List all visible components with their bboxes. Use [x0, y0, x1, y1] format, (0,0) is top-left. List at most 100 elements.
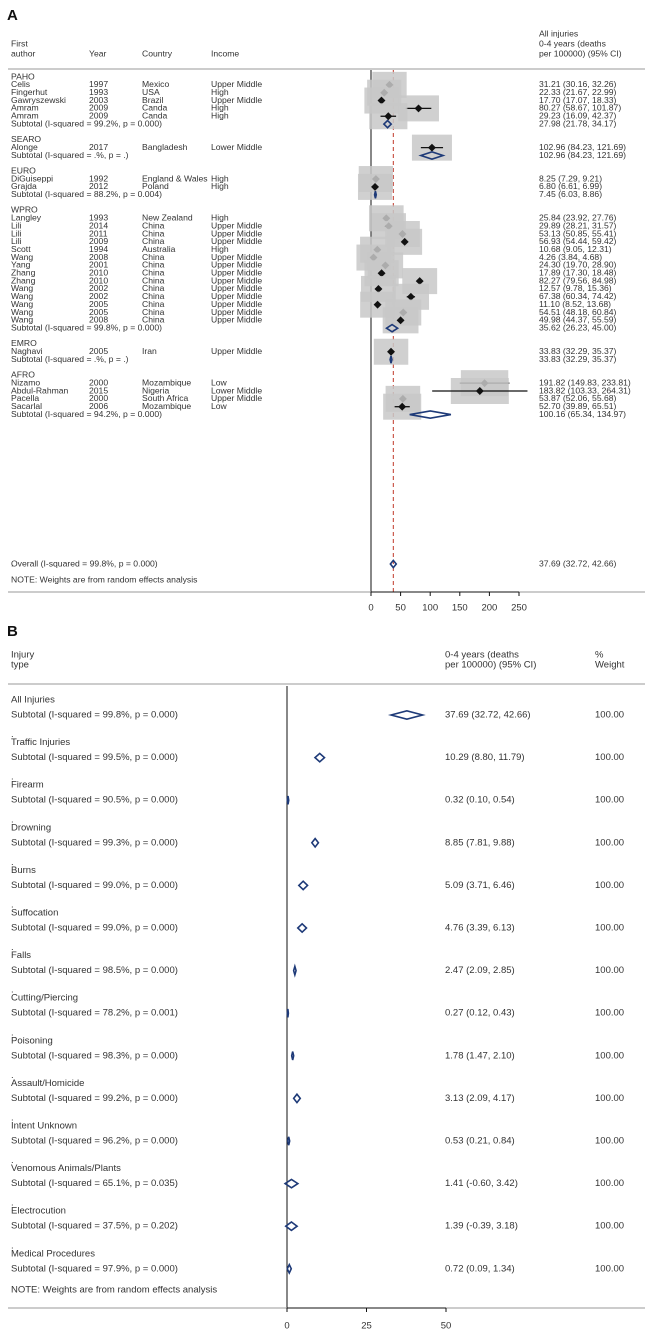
- study-author: Yang: [11, 260, 31, 270]
- subtotal-label: Subtotal (I-squared = 88.2%, p = 0.004): [11, 189, 162, 199]
- injury-type-label: Poisoning: [11, 1035, 53, 1046]
- subtotal-estimate-label: 27.98 (21.78, 34.17): [539, 118, 617, 128]
- study-country: Mexico: [142, 79, 169, 89]
- study-estimate-label: 33.83 (32.29, 35.37): [539, 346, 617, 356]
- study-income: High: [211, 87, 229, 97]
- subtotal-estimate-label: 102.96 (84.23, 121.69): [539, 150, 626, 160]
- subtotal-diamond: [418, 151, 446, 160]
- study-year: 2012: [89, 181, 108, 191]
- study-year: 2009: [89, 111, 108, 121]
- estimate-label: 0.32 (0.10, 0.54): [445, 795, 515, 806]
- study-income: Upper Middle: [211, 315, 262, 325]
- study-year: 1994: [89, 244, 108, 254]
- study-country: China: [142, 299, 165, 309]
- study-estimate-label: 54.51 (48.18, 60.84): [539, 307, 617, 317]
- study-author: Wang: [11, 299, 33, 309]
- point-estimate: [374, 284, 383, 293]
- injury-type-label: Falls: [11, 950, 31, 961]
- study-estimate-label: 8.25 (7.29, 9.21): [539, 173, 602, 183]
- subtotal-diamond: [286, 795, 290, 805]
- study-country: South Africa: [142, 393, 189, 403]
- study-estimate-label: 24.30 (19.70, 28.90): [539, 260, 617, 270]
- subtotal-label: Subtotal (I-squared = 99.2%, p = 0.000): [11, 118, 162, 128]
- subtotal-label: Subtotal (I-squared = 37.5%, p = 0.202): [11, 1221, 178, 1232]
- subtotal-diamond: [292, 1092, 302, 1104]
- spacer-dot: .: [11, 1198, 14, 1209]
- weight-label: 100.00: [595, 1050, 624, 1061]
- study-year: 2017: [89, 142, 108, 152]
- subtotal-diamond: [310, 837, 320, 849]
- estimate-label: 3.13 (2.09, 4.17): [445, 1093, 515, 1104]
- header-author: First: [11, 38, 28, 48]
- study-author: Wang: [11, 291, 33, 301]
- weight-label: 100.00: [595, 1178, 624, 1189]
- injury-type-label: Electrocution: [11, 1206, 66, 1217]
- region-label: PAHO: [11, 71, 35, 81]
- study-country: China: [142, 228, 165, 238]
- study-country: China: [142, 291, 165, 301]
- overall-estimate-label: 37.69 (32.72, 42.66): [539, 558, 617, 568]
- header-estimate: 0-4 years (deaths: [445, 650, 519, 661]
- study-country: China: [142, 283, 165, 293]
- study-author: Grajda: [11, 181, 37, 191]
- x-tick-label: 100: [422, 603, 438, 614]
- study-country: Iran: [142, 346, 157, 356]
- subtotal-diamond: [292, 963, 297, 978]
- study-income: Low: [211, 377, 228, 387]
- study-country: Mozambique: [142, 401, 191, 411]
- x-tick-label: 150: [452, 603, 468, 614]
- injury-type-label: Traffic Injuries: [11, 737, 70, 748]
- study-estimate-label: 80.27 (58.67, 101.87): [539, 103, 621, 113]
- study-estimate-label: 56.93 (54.44, 59.42): [539, 236, 617, 246]
- estimate-label: 0.27 (0.12, 0.43): [445, 1008, 515, 1019]
- study-estimate-label: 29.89 (28.21, 31.57): [539, 220, 617, 230]
- injury-type-label: All Injuries: [11, 695, 55, 706]
- study-country: China: [142, 268, 165, 278]
- point-estimate: [377, 269, 386, 278]
- study-estimate-label: 10.68 (9.05, 12.31): [539, 244, 612, 254]
- study-country: Brazil: [142, 95, 164, 105]
- weight-label: 100.00: [595, 1136, 624, 1147]
- region-label: EURO: [11, 165, 36, 175]
- subtotal-diamond: [313, 752, 326, 763]
- injury-type-label: Cutting/Piercing: [11, 993, 78, 1004]
- spacer-dot: .: [11, 985, 14, 996]
- spacer-dot: .: [11, 857, 14, 868]
- weight-label: 100.00: [595, 710, 624, 721]
- study-estimate-label: 82.27 (79.56, 84.98): [539, 275, 617, 285]
- header-income: Income: [211, 48, 239, 58]
- study-income: Lower Middle: [211, 142, 262, 152]
- study-estimate-label: 22.33 (21.67, 22.99): [539, 87, 617, 97]
- study-income: Upper Middle: [211, 346, 262, 356]
- study-income: Upper Middle: [211, 275, 262, 285]
- spacer-dot: .: [11, 814, 14, 825]
- study-year: 1992: [89, 173, 108, 183]
- spacer-dot: .: [11, 558, 13, 568]
- note-text: NOTE: Weights are from random effects an…: [11, 1284, 217, 1295]
- x-tick-label: 0: [368, 603, 373, 614]
- study-income: High: [211, 213, 229, 223]
- point-estimate: [396, 316, 405, 325]
- panel-label: B: [7, 623, 18, 640]
- spacer-dot: .: [11, 1113, 14, 1124]
- spacer-dot: .: [11, 772, 14, 783]
- study-year: 1997: [89, 79, 108, 89]
- study-year: 1993: [89, 87, 108, 97]
- study-income: Upper Middle: [211, 283, 262, 293]
- study-income: Low: [211, 401, 228, 411]
- point-estimate: [400, 237, 409, 246]
- study-income: Upper Middle: [211, 299, 262, 309]
- header-estimate: 0-4 years (deaths: [539, 38, 606, 48]
- study-country: Poland: [142, 181, 169, 191]
- study-year: 2008: [89, 252, 108, 262]
- study-author: DiGuiseppi: [11, 173, 53, 183]
- study-author: Lili: [11, 236, 22, 246]
- study-estimate-label: 53.13 (50.85, 55.41): [539, 228, 617, 238]
- spacer-dot: .: [11, 1240, 14, 1251]
- overall-diamond: [389, 559, 398, 569]
- weight-label: 100.00: [595, 1221, 624, 1232]
- study-income: Upper Middle: [211, 291, 262, 301]
- study-estimate-label: 29.23 (16.09, 42.37): [539, 111, 617, 121]
- study-estimate-label: 183.82 (103.33, 264.31): [539, 385, 631, 395]
- subtotal-label: Subtotal (I-squared = 98.3%, p = 0.000): [11, 1050, 178, 1061]
